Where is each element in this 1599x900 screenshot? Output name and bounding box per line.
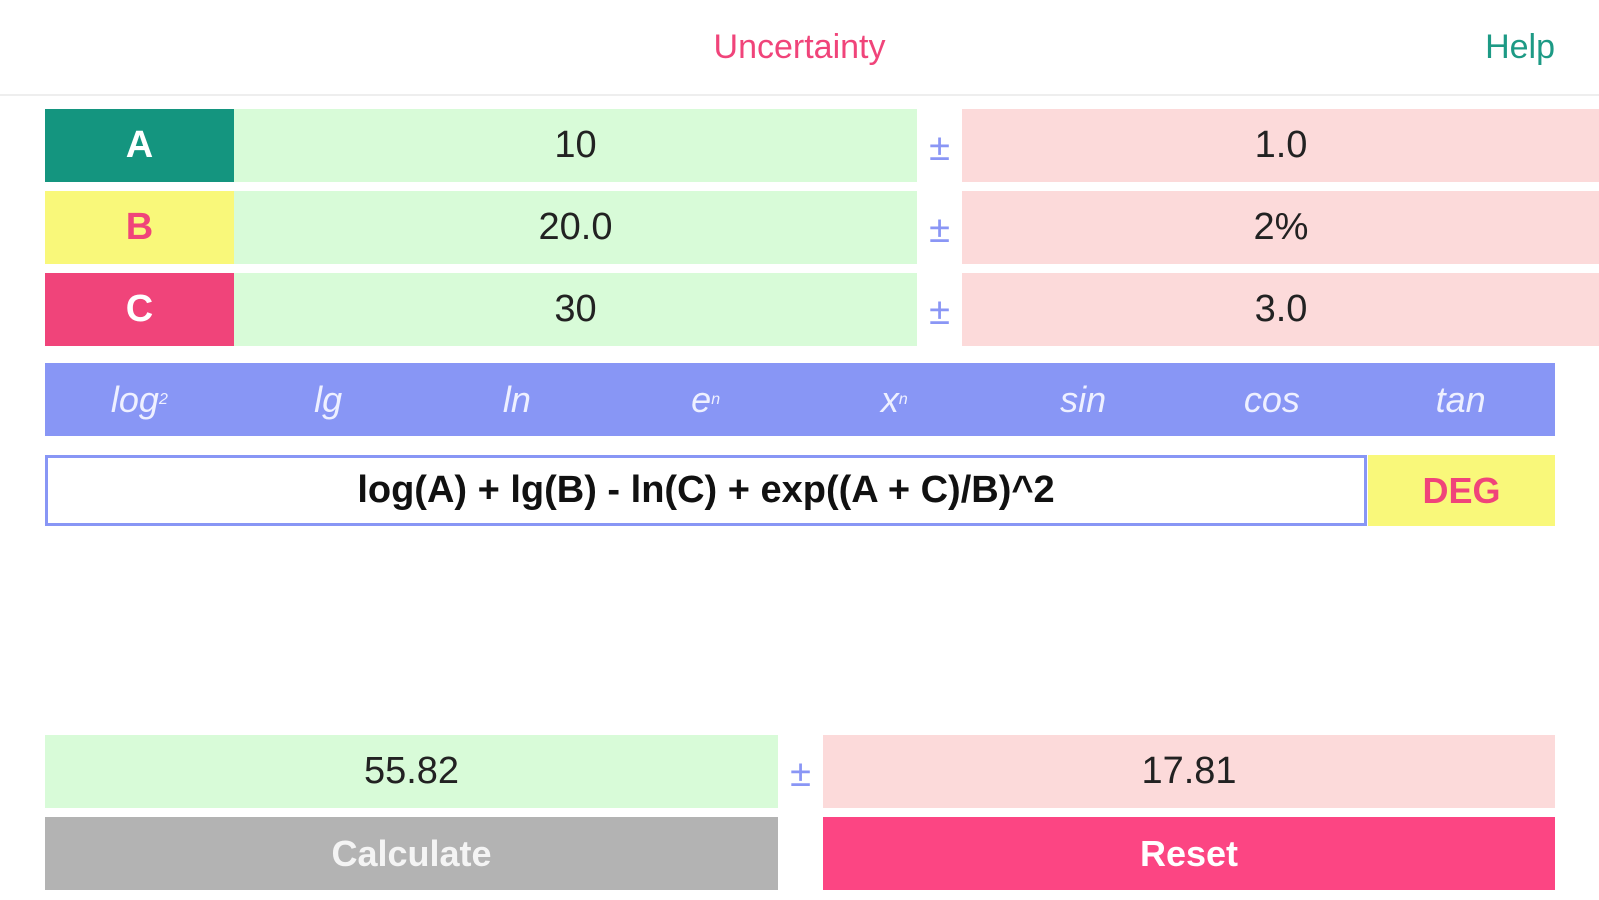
- reset-button[interactable]: Reset: [823, 817, 1555, 890]
- func-log2-button[interactable]: log 2: [45, 363, 234, 436]
- result-uncertainty: 17.81: [823, 735, 1555, 808]
- plus-minus-icon: ±: [790, 753, 811, 795]
- func-sin-button[interactable]: sin: [1060, 378, 1107, 420]
- variable-row-c: C 30 ± 3.0: [45, 273, 1599, 346]
- calculate-button[interactable]: Calculate: [45, 817, 778, 890]
- variable-label-b: B: [45, 191, 234, 264]
- variable-row-b: B 20.0 ± 2%: [45, 191, 1599, 264]
- result-value: 55.82: [45, 735, 778, 808]
- value-field-b[interactable]: 20.0: [234, 191, 917, 264]
- variable-label-a: A: [45, 109, 234, 182]
- func-ln-button[interactable]: ln: [502, 378, 531, 420]
- angle-mode-toggle[interactable]: DEG: [1368, 455, 1555, 526]
- plus-minus-icon: ±: [929, 127, 950, 169]
- variable-label-c: C: [45, 273, 234, 346]
- uncertainty-field-c[interactable]: 3.0: [962, 273, 1599, 346]
- plus-minus-icon: ±: [929, 291, 950, 333]
- func-pow-label: x: [880, 378, 899, 420]
- value-field-c[interactable]: 30: [234, 273, 917, 346]
- func-lg-button[interactable]: lg: [314, 378, 343, 420]
- variable-row-a: A 10 ± 1.0: [45, 109, 1599, 182]
- uncertainty-field-a[interactable]: 1.0: [962, 109, 1599, 182]
- func-cos-button[interactable]: cos: [1243, 378, 1300, 420]
- value-field-a[interactable]: 10: [234, 109, 917, 182]
- plus-minus-icon: ±: [929, 209, 950, 251]
- func-log2-label: log: [110, 378, 159, 420]
- navigation-bar: Uncertainty Help: [0, 0, 1599, 96]
- page-title: Uncertainty: [713, 28, 886, 66]
- func-exp-label: e: [691, 378, 712, 420]
- func-exp-superscript: n: [711, 390, 721, 408]
- func-pow-superscript: n: [898, 390, 908, 408]
- formula-input[interactable]: log(A) + lg(B) - ln(C) + exp((A + C)/B)^…: [45, 455, 1367, 526]
- func-tan-button[interactable]: tan: [1435, 378, 1486, 420]
- func-log2-subscript: 2: [158, 390, 168, 408]
- help-button[interactable]: Help: [1485, 28, 1555, 66]
- uncertainty-field-b[interactable]: 2%: [962, 191, 1599, 264]
